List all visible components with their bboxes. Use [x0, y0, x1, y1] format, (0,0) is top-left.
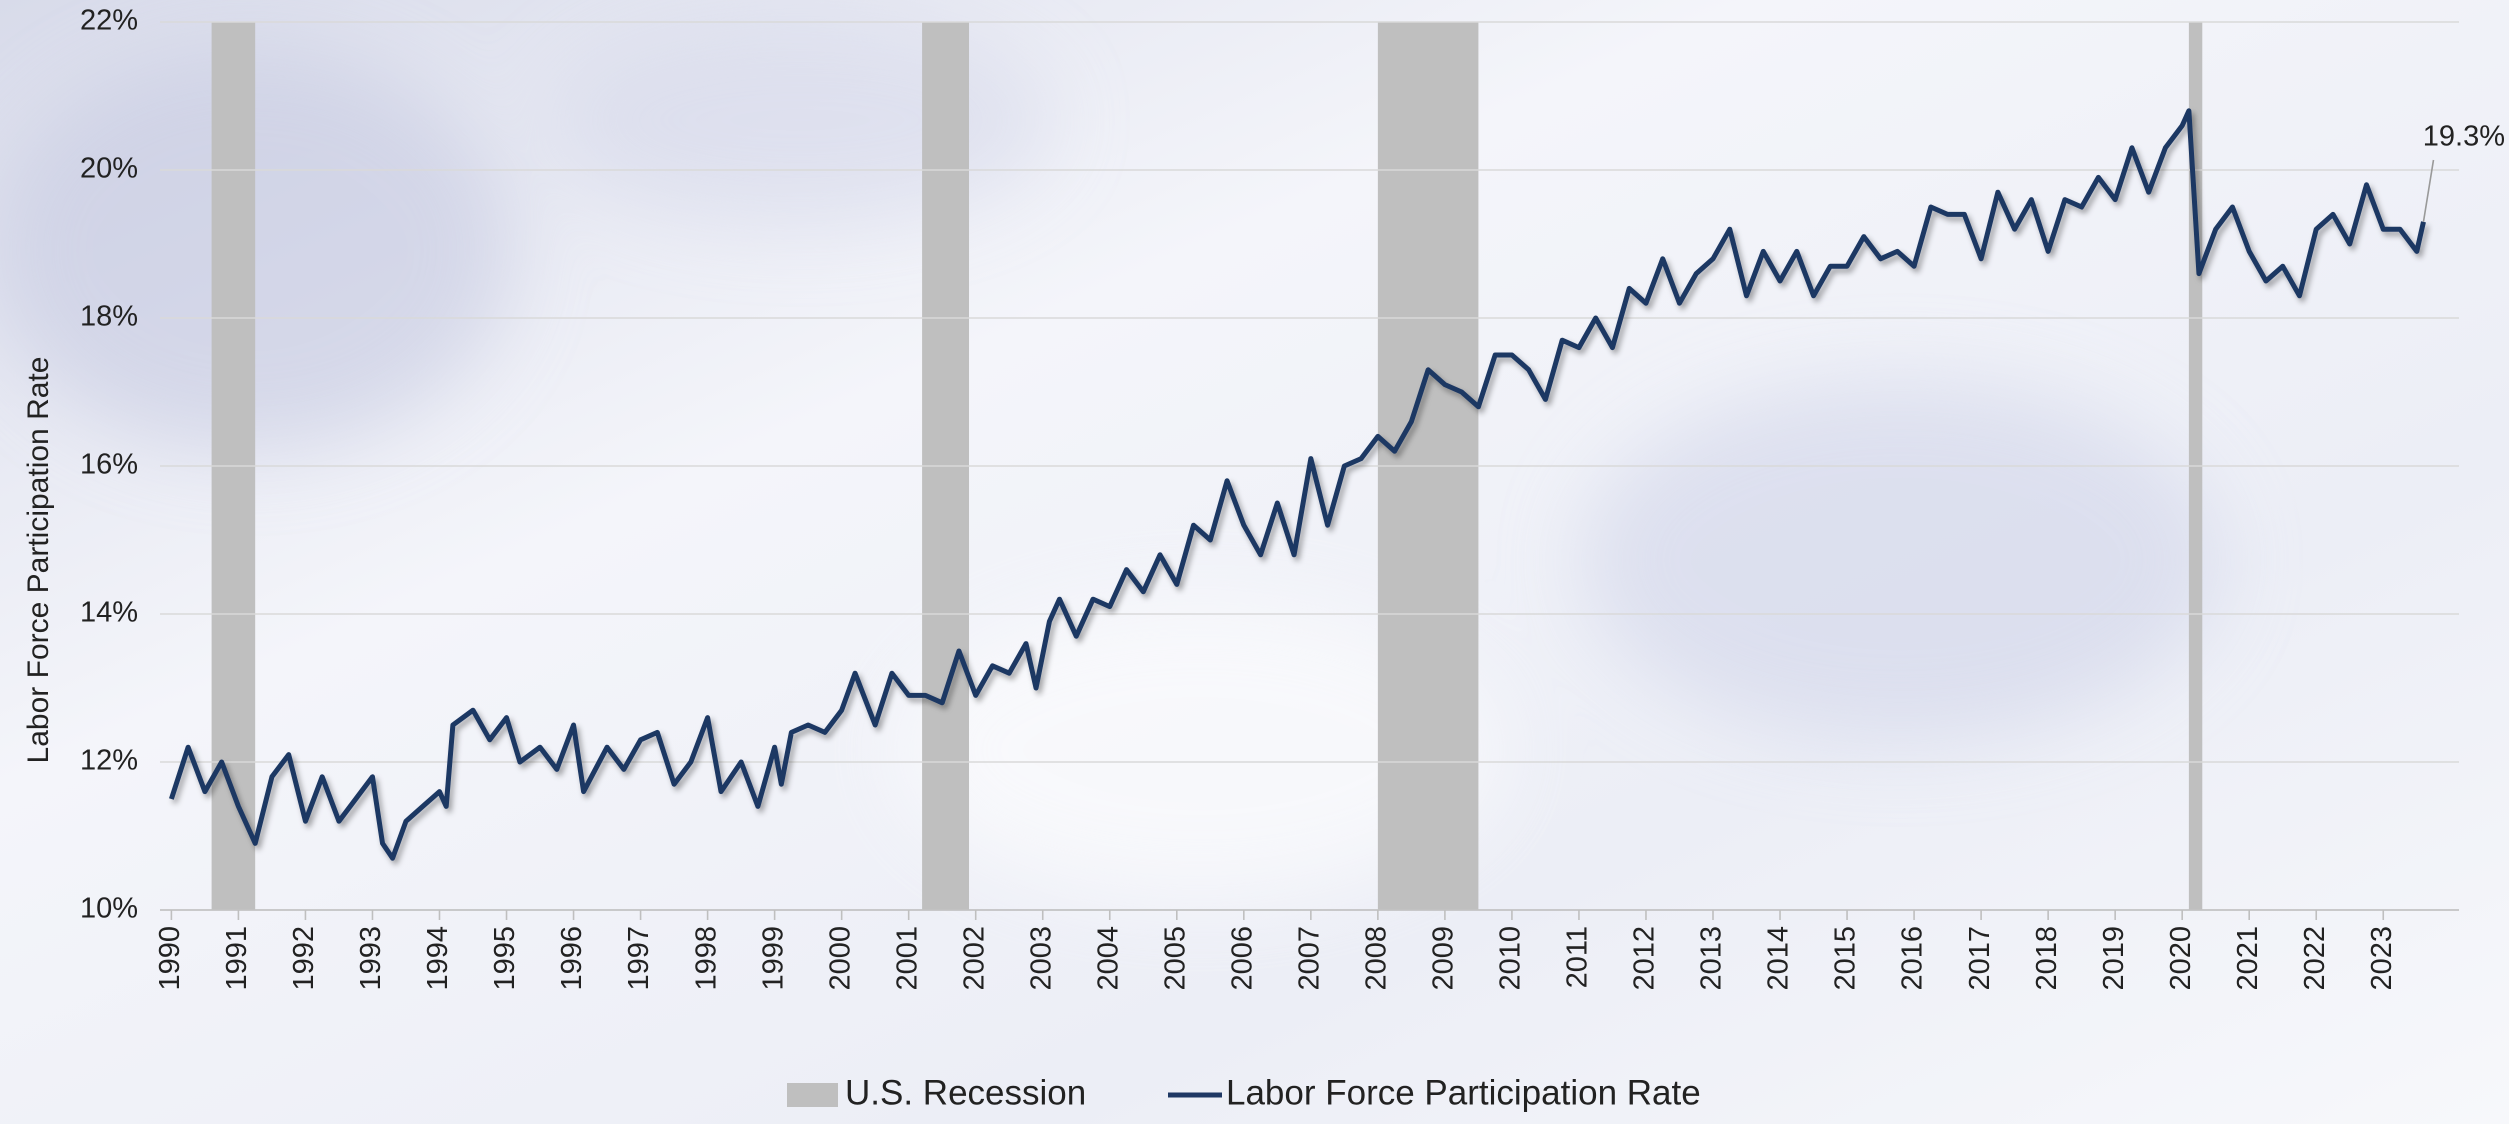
x-tick-label: 1994	[422, 926, 454, 991]
x-tick-label: 2011	[1562, 926, 1594, 988]
x-tick-label: 1995	[489, 926, 521, 991]
x-tick-label: 2018	[2031, 926, 2063, 991]
x-tick-label: 2019	[2098, 926, 2130, 991]
x-tick-label: 1999	[757, 926, 789, 991]
x-tick-label: 2006	[1226, 926, 1258, 991]
x-tick-label: 2005	[1159, 926, 1191, 991]
x-tick-label: 2009	[1428, 926, 1460, 991]
x-tick-label: 2014	[1763, 926, 1795, 991]
x-tick-label: 2000	[824, 926, 856, 991]
legend-swatch-recession	[787, 1083, 838, 1107]
x-tick-label: 2017	[1964, 926, 1996, 991]
x-tick-label: 2015	[1830, 926, 1862, 991]
y-tick-label: 12%	[80, 745, 138, 777]
x-tick-label: 1993	[355, 926, 387, 991]
annotation-leader	[2422, 159, 2435, 222]
x-tick-label: 2004	[1092, 926, 1124, 991]
y-tick-label: 18%	[80, 301, 138, 333]
x-tick-label: 1997	[623, 926, 655, 991]
legend-label: Labor Force Participation Rate	[1226, 1073, 1701, 1112]
y-tick-label: 16%	[80, 449, 138, 481]
y-tick-label: 20%	[80, 153, 138, 185]
x-tick-label: 2020	[2165, 926, 2197, 991]
x-tick-label: 2003	[1025, 926, 1057, 991]
x-tick-label: 1998	[690, 926, 722, 991]
x-tick-label: 2007	[1293, 926, 1325, 991]
x-tick-label: 2001	[891, 926, 923, 991]
x-tick-label: 1996	[556, 926, 588, 991]
y-axis-label: Labor Force Participation Rate	[22, 357, 55, 764]
x-tick-label: 2021	[2232, 926, 2264, 991]
x-tick-label: 2022	[2299, 926, 2331, 991]
data-line	[169, 108, 2426, 861]
annotation-label: 19.3%	[2423, 121, 2505, 153]
y-tick-label: 22%	[80, 5, 138, 37]
legend-label: U.S. Recession	[845, 1073, 1086, 1112]
x-tick-label: 2012	[1629, 926, 1661, 991]
x-tick-label: 1992	[288, 926, 320, 991]
x-tick-label: 2008	[1361, 926, 1393, 991]
y-tick-label: 14%	[80, 597, 138, 629]
x-tick-label: 2013	[1696, 926, 1728, 991]
x-tick-label: 2010	[1495, 926, 1527, 991]
y-tick-label: 10%	[80, 893, 138, 925]
x-tick-label: 2002	[958, 926, 990, 991]
x-tick-label: 1991	[221, 926, 253, 991]
x-tick-label: 1990	[154, 926, 186, 991]
x-tick-label: 2016	[1897, 926, 1929, 991]
x-tick-label: 2023	[2366, 926, 2398, 991]
